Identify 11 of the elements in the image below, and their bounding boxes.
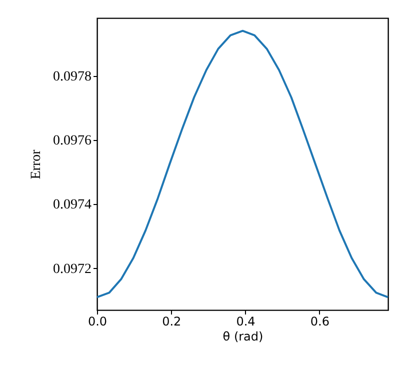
x-tick-label: 0.4: [236, 314, 256, 328]
y-axis-title: Error: [29, 149, 44, 180]
y-tick-label: 0.0972: [53, 262, 92, 277]
x-tick-label: 0.2: [162, 314, 182, 328]
y-tick-label: 0.0976: [53, 133, 92, 148]
x-axis-title: θ (rad): [222, 330, 264, 344]
y-tick-label: 0.0978: [53, 69, 92, 84]
x-tick-label: 0.0: [88, 314, 108, 328]
y-tick-label: 0.0974: [53, 198, 92, 213]
x-tick-label: 0.6: [310, 314, 330, 328]
line-series: [96, 30, 389, 298]
